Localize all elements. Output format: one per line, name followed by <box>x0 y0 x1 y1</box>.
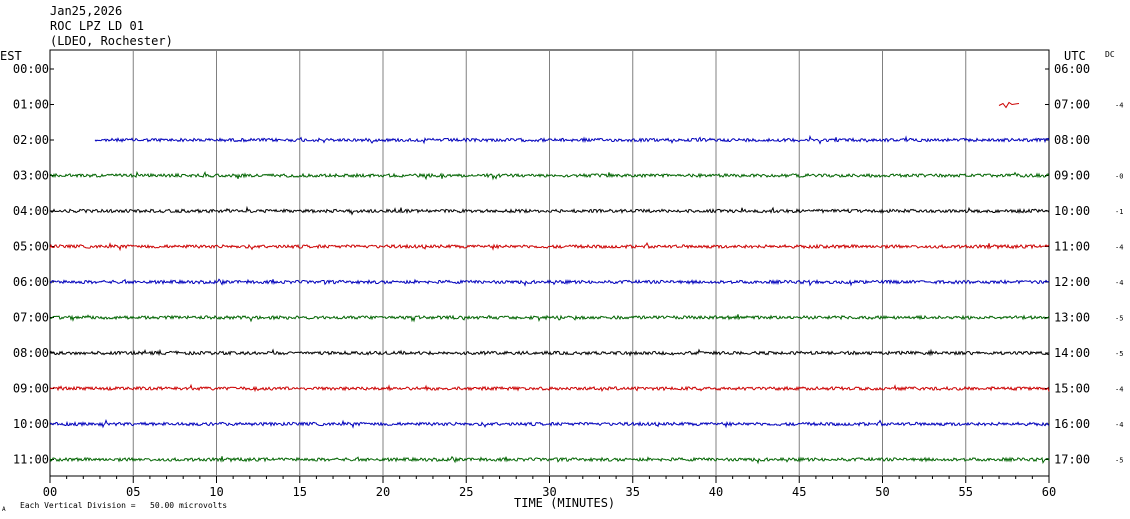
seismic-trace <box>49 170 1050 181</box>
dc-offset-label: -4 <box>1115 386 1123 394</box>
utc-time-label: 15:00 <box>1054 382 1090 396</box>
seismic-trace <box>998 101 1020 109</box>
corner-mark: A <box>2 506 6 513</box>
est-time-label: 06:00 <box>13 275 49 289</box>
est-time-label: 05:00 <box>13 240 49 254</box>
seismic-trace <box>94 134 1050 145</box>
x-tick-label: 30 <box>542 485 556 499</box>
dc-offset-label: -4 <box>1115 102 1123 110</box>
network-label: (LDEO, Rochester) <box>50 34 173 48</box>
est-time-label: 08:00 <box>13 346 49 360</box>
axis-labels: 00 05 10 15 20 25 30 35 40 45 50 55 60 00:00 06:00 01:0… <box>13 62 1124 499</box>
utc-time-label: 08:00 <box>1054 133 1090 147</box>
utc-time-label: 17:00 <box>1054 453 1090 467</box>
x-tick-label: 35 <box>626 485 640 499</box>
utc-time-label: 12:00 <box>1054 275 1090 289</box>
x-tick-label: 00 <box>43 485 57 499</box>
scale-note: Each Vertical Division = 50.00 microvolt… <box>20 501 228 510</box>
est-time-label: 00:00 <box>13 62 49 76</box>
dc-offset-label: -4 <box>1115 421 1123 429</box>
utc-time-label: 09:00 <box>1054 169 1090 183</box>
est-time-label: 03:00 <box>13 169 49 183</box>
dc-offset-label: -4 <box>1115 244 1123 252</box>
seismic-trace <box>49 314 1050 323</box>
x-tick-label: 60 <box>1042 485 1056 499</box>
seismic-trace <box>49 383 1050 393</box>
seismic-trace <box>49 455 1050 465</box>
seismic-trace <box>49 241 1050 252</box>
est-time-label: 09:00 <box>13 382 49 396</box>
seismic-traces <box>49 101 1050 465</box>
seismic-trace <box>49 278 1050 287</box>
date-label: Jan25,2026 <box>50 4 123 18</box>
x-tick-label: 10 <box>209 485 223 499</box>
seismic-trace <box>49 205 1050 216</box>
dc-offset-label: -5 <box>1115 315 1123 323</box>
x-tick-label: 25 <box>459 485 473 499</box>
x-axis-title: TIME (MINUTES) <box>514 496 616 510</box>
dc-offset-label: -4 <box>1115 279 1123 287</box>
dc-offset-label: -5 <box>1115 350 1123 358</box>
est-time-label: 07:00 <box>13 311 49 325</box>
utc-time-label: 07:00 <box>1054 98 1090 112</box>
seismic-trace <box>49 419 1050 429</box>
est-time-label: 11:00 <box>13 453 49 467</box>
utc-time-label: 16:00 <box>1054 417 1090 431</box>
utc-time-label: 06:00 <box>1054 62 1090 76</box>
x-tick-label: 45 <box>792 485 806 499</box>
utc-axis-label: UTC <box>1064 49 1086 63</box>
station-label: ROC LPZ LD 01 <box>50 19 144 33</box>
x-tick-label: 50 <box>875 485 889 499</box>
est-time-label: 10:00 <box>13 417 49 431</box>
dc-label: DC <box>1105 50 1115 59</box>
grid-lines <box>49 49 1050 483</box>
est-time-label: 01:00 <box>13 98 49 112</box>
est-time-label: 04:00 <box>13 204 49 218</box>
x-tick-label: 05 <box>126 485 140 499</box>
dc-offset-label: -5 <box>1115 457 1123 465</box>
x-tick-label: 55 <box>959 485 973 499</box>
est-axis-label: EST <box>0 49 22 63</box>
dc-offset-label: -1 <box>1115 208 1123 216</box>
utc-time-label: 13:00 <box>1054 311 1090 325</box>
x-tick-label: 15 <box>293 485 307 499</box>
seismic-trace <box>49 348 1050 357</box>
x-tick-label: 40 <box>709 485 723 499</box>
utc-time-label: 14:00 <box>1054 346 1090 360</box>
utc-time-label: 10:00 <box>1054 204 1090 218</box>
est-time-label: 02:00 <box>13 133 49 147</box>
dc-offset-label: -0 <box>1115 173 1123 181</box>
utc-time-label: 11:00 <box>1054 240 1090 254</box>
x-tick-label: 20 <box>376 485 390 499</box>
